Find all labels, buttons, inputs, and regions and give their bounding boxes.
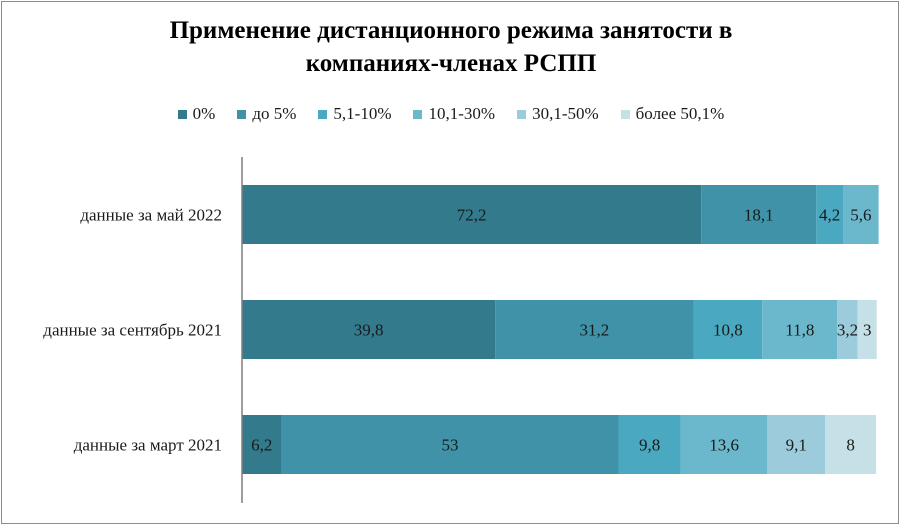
legend-swatch: [177, 109, 187, 119]
legend-swatch: [413, 109, 423, 119]
legend-label: 10,1-30%: [428, 104, 496, 123]
legend-item: 0%: [177, 104, 216, 124]
legend-label: 30,1-50%: [532, 104, 599, 123]
legend-label: 5,1-10%: [333, 104, 392, 123]
legend-item: 30,1-50%: [517, 104, 599, 124]
legend-label: более 50,1%: [635, 104, 725, 123]
legend-label: 0%: [192, 104, 216, 123]
legend-label: до 5%: [252, 104, 297, 123]
chart-title: Применение дистанционного режима занятос…: [0, 14, 902, 80]
legend-swatch: [620, 109, 630, 119]
legend-swatch: [318, 109, 328, 119]
legend-item: 5,1-10%: [318, 104, 391, 124]
chart-title-line-2: компаниях-членах РСПП: [305, 50, 597, 77]
legend-swatch: [517, 109, 527, 119]
chart-title-line-1: Применение дистанционного режима занятос…: [169, 17, 733, 44]
chart-legend: 0% до 5% 5,1-10% 10,1-30% 30,1-50% более 50,1…: [0, 104, 902, 124]
legend-item: до 5%: [237, 104, 296, 124]
legend-item: более 50,1%: [620, 104, 725, 124]
legend-swatch: [237, 109, 247, 119]
legend-item: 10,1-30%: [413, 104, 495, 124]
